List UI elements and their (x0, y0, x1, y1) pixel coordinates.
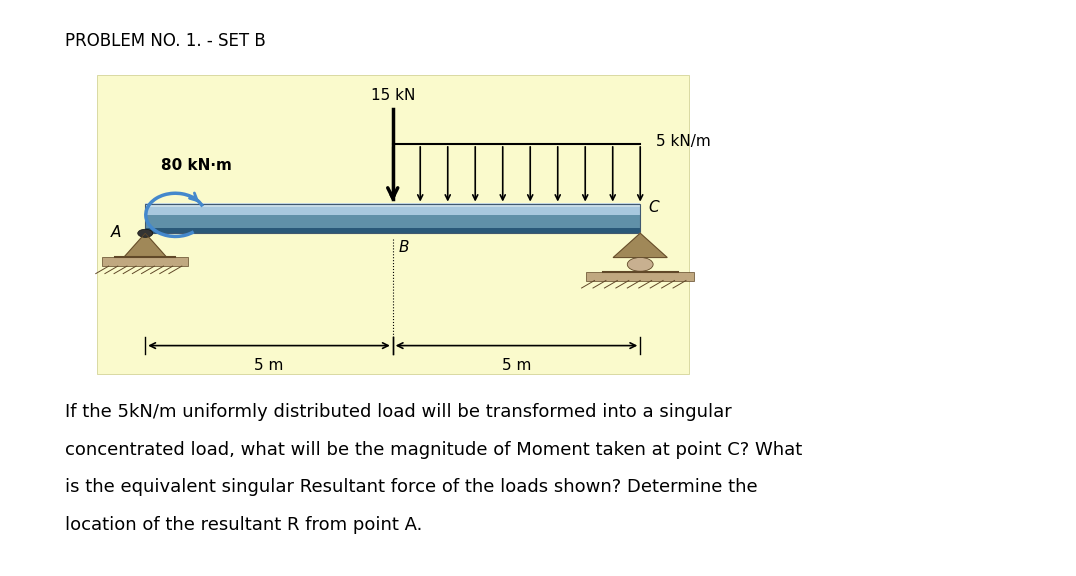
Polygon shape (613, 233, 667, 257)
Text: location of the resultant R from point A.: location of the resultant R from point A… (65, 516, 422, 533)
Circle shape (627, 257, 653, 271)
Text: is the equivalent singular Resultant force of the loads shown? Determine the: is the equivalent singular Resultant for… (65, 478, 758, 496)
Text: B: B (398, 240, 409, 255)
Text: 5 m: 5 m (254, 358, 284, 373)
Bar (586, 272, 694, 281)
Bar (102, 257, 188, 266)
Text: A: A (111, 225, 122, 240)
Bar (145, 203, 640, 207)
Text: 5 m: 5 m (501, 358, 532, 373)
Text: 80 kN·m: 80 kN·m (161, 158, 232, 173)
Text: 5 kN/m: 5 kN/m (656, 134, 711, 149)
Text: PROBLEM NO. 1. - SET B: PROBLEM NO. 1. - SET B (65, 32, 266, 50)
Bar (145, 204, 640, 215)
Text: concentrated load, what will be the magnitude of Moment taken at point C? What: concentrated load, what will be the magn… (65, 441, 802, 458)
Polygon shape (124, 233, 167, 257)
Circle shape (138, 229, 153, 237)
Text: If the 5kN/m uniformly distributed load will be transformed into a singular: If the 5kN/m uniformly distributed load … (65, 403, 732, 421)
Text: 15 kN: 15 kN (370, 88, 415, 103)
Bar (145, 204, 640, 233)
Bar (145, 204, 640, 233)
FancyBboxPatch shape (97, 75, 689, 374)
Bar (145, 228, 640, 233)
Text: C: C (649, 200, 660, 215)
